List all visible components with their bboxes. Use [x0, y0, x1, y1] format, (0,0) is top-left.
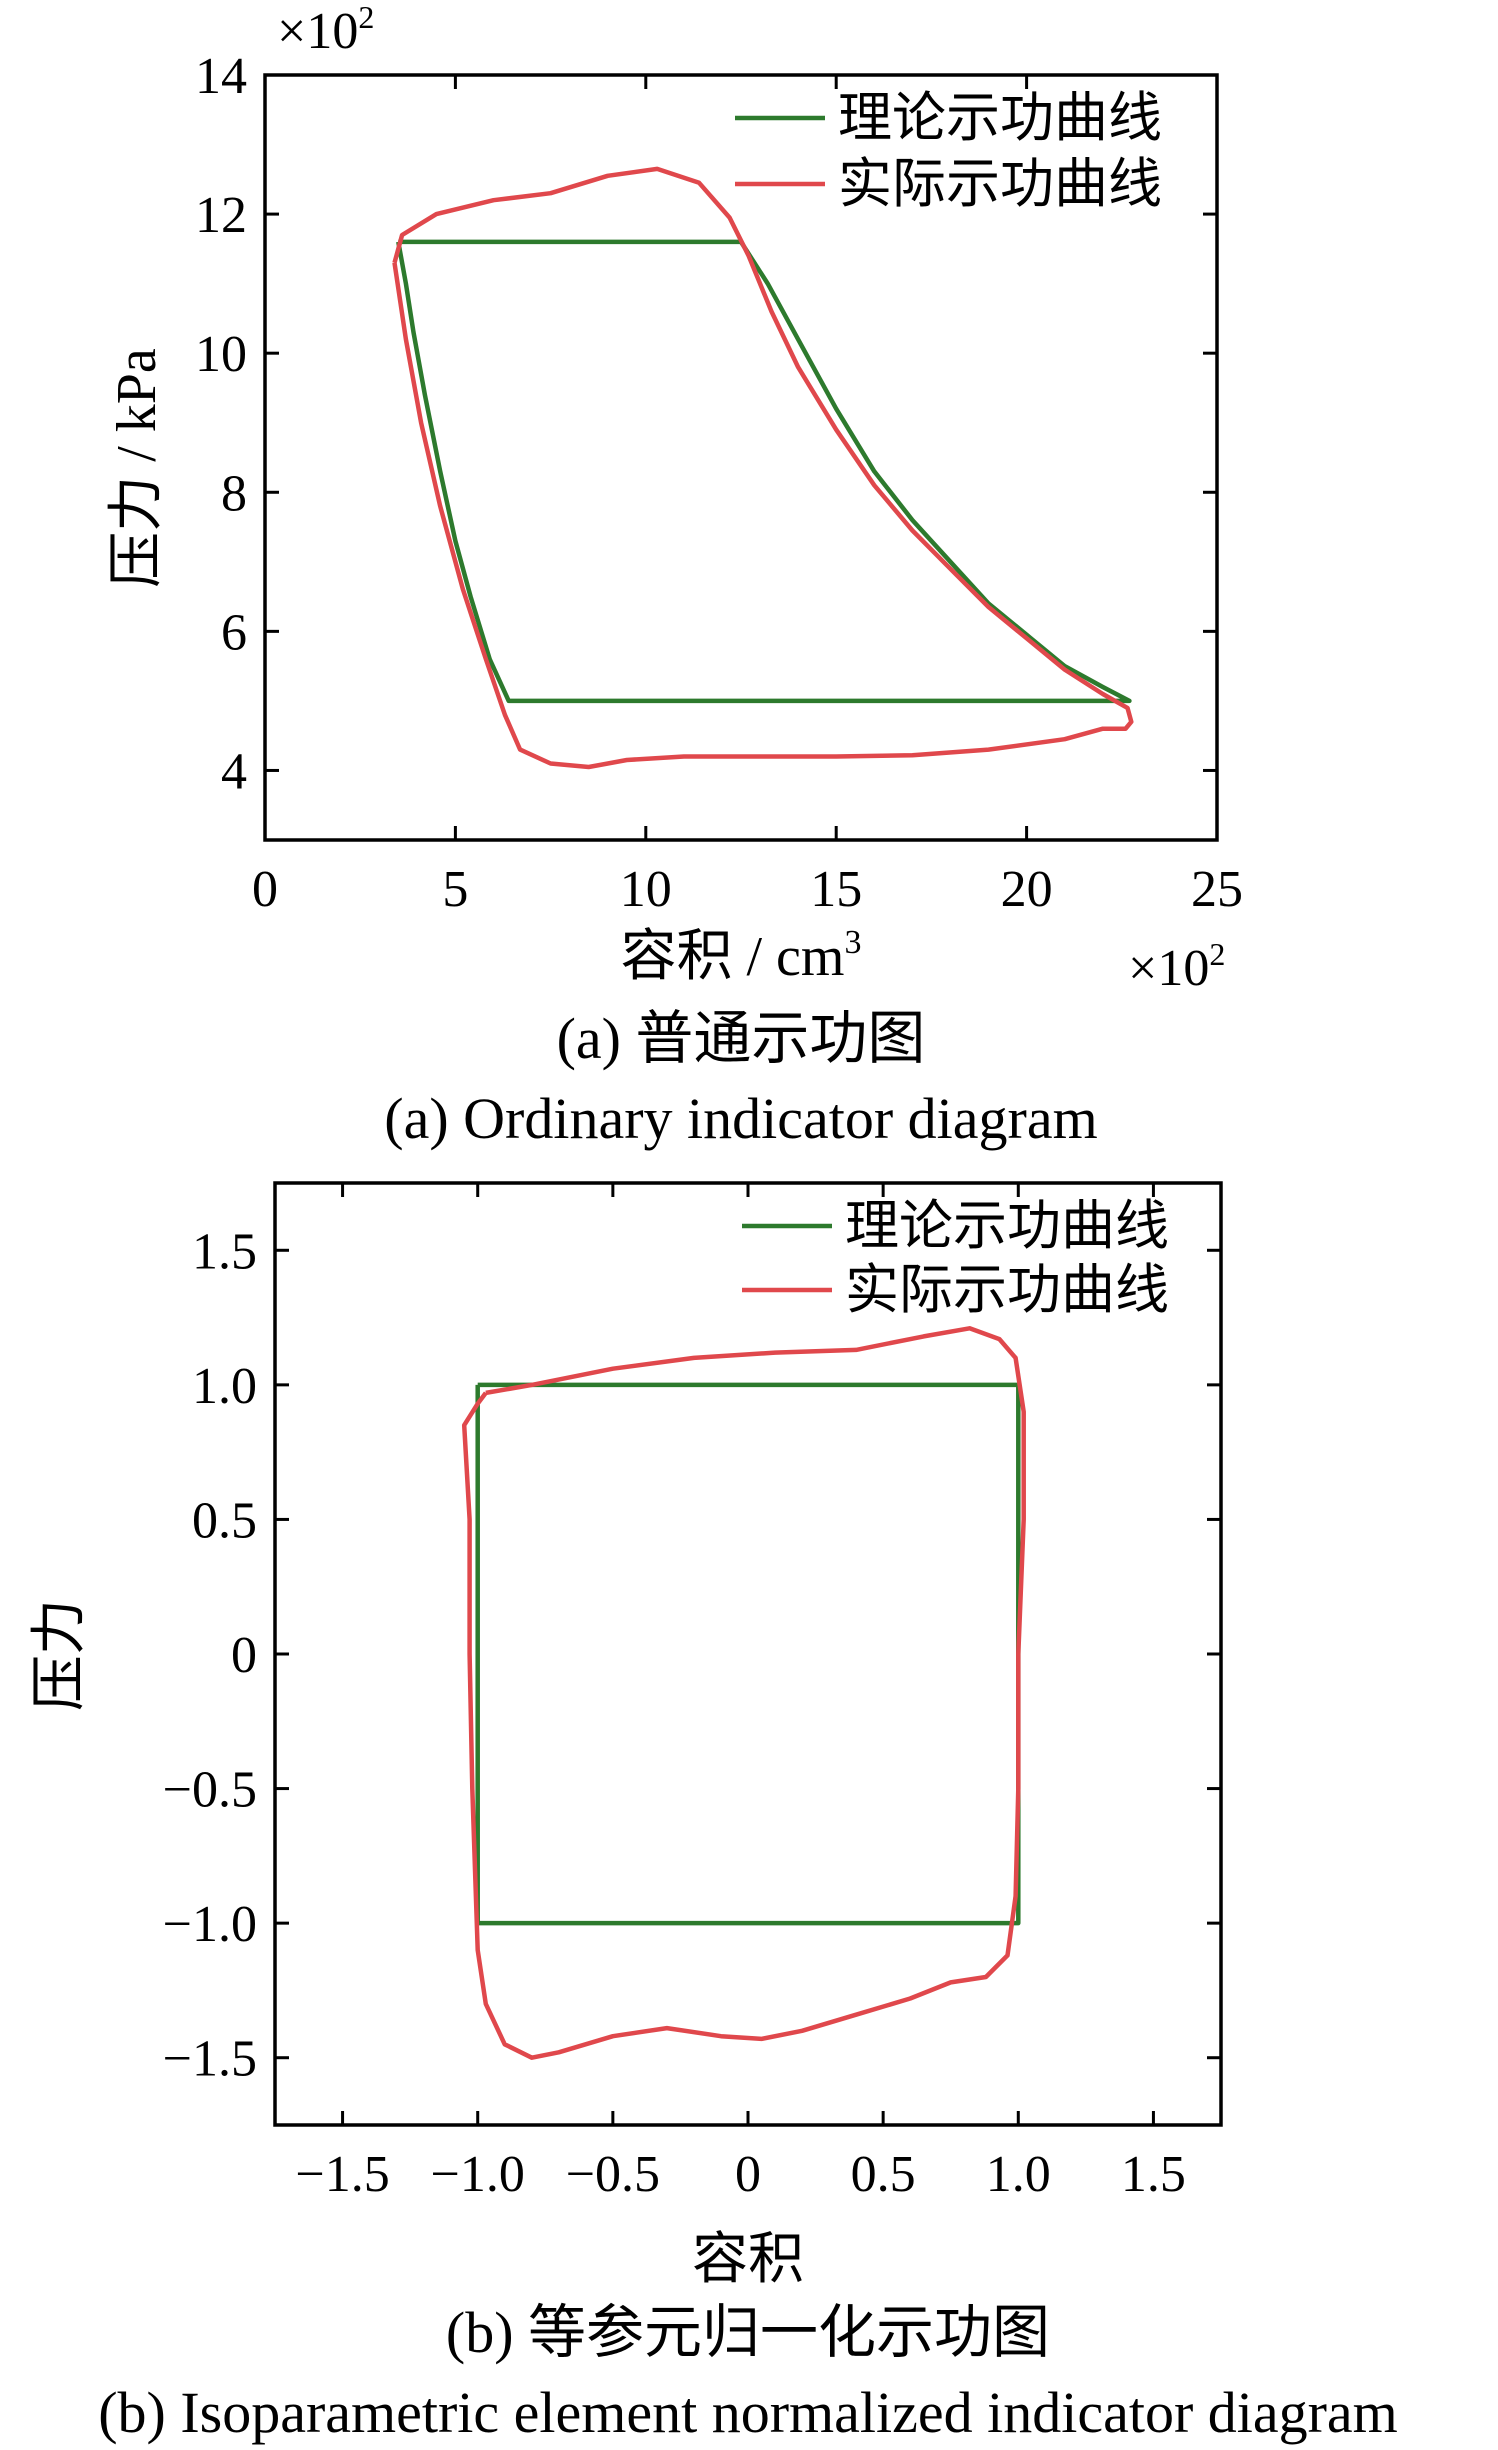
- chart-a-series: [392, 166, 1134, 770]
- chart-a-plot-frame: [263, 73, 1219, 842]
- chart-a-ticks: 0 5 10 15 20 25 4 6 8 10 12 14: [195, 48, 1243, 918]
- chart-b-plot-frame: [273, 1181, 1223, 2127]
- chart-b-series-theory-line: [475, 1382, 1021, 1926]
- chart-a-series-actual-line: [392, 166, 1134, 770]
- chart-b-ytick-label-4: −0.5: [163, 1762, 257, 1819]
- chart-a-caption-zh: (a) 普通示功图: [557, 1006, 926, 1071]
- chart-a-xtick-label-4: 20: [1001, 861, 1053, 918]
- chart-b-ytick-label-2: 0.5: [192, 1492, 257, 1549]
- chart-b-series: [461, 1326, 1026, 2060]
- chart-a-legend-label-theory: 理论示功曲线: [838, 88, 1162, 148]
- chart-b-legend-label-actual: 实际示功曲线: [845, 1260, 1169, 1320]
- chart-a-y-axis-label: 压力 / kPa: [106, 348, 168, 588]
- chart-b-ytick-label-3: 0: [231, 1627, 257, 1684]
- chart-b-ytick-label-6: −1.5: [163, 2031, 257, 2088]
- chart-b-xtick-label-0: −1.5: [295, 2146, 389, 2203]
- chart-b-ytick-label-5: −1.0: [163, 1896, 257, 1953]
- chart-b-xtick-label-2: −0.5: [566, 2146, 660, 2203]
- chart-a: 0 5 10 15 20 25 4 6 8 10 12 14 ×102 ×102 容积 / cm3 压…: [106, 0, 1243, 1151]
- chart-b-legend: 理论示功曲线 实际示功曲线: [742, 1196, 1169, 1320]
- chart-b-ytick-label-0: 1.5: [192, 1223, 257, 1280]
- chart-b-ytick-label-1: 1.0: [192, 1358, 257, 1415]
- chart-a-ytick-label-0: 4: [221, 743, 247, 800]
- chart-a-y-multiplier: ×102: [277, 0, 374, 60]
- chart-b-xtick-label-3: 0: [735, 2146, 761, 2203]
- chart-a-xtick-label-0: 0: [252, 861, 278, 918]
- chart-a-ytick-label-5: 14: [195, 48, 247, 105]
- chart-b: −1.5 −1.0 −0.5 0 0.5 1.0 1.5 1.5 1.0 0.5 0 −0.5 −1.0…: [29, 1181, 1398, 2445]
- chart-a-xtick-label-3: 15: [810, 861, 862, 918]
- chart-a-xtick-label-5: 25: [1191, 861, 1243, 918]
- chart-a-ytick-label-2: 8: [221, 465, 247, 522]
- chart-b-ticks: −1.5 −1.0 −0.5 0 0.5 1.0 1.5 1.5 1.0 0.5 0 −0.5 −1.0…: [163, 1183, 1221, 2203]
- chart-a-xtick-label-2: 10: [620, 861, 672, 918]
- chart-a-caption-en: (a) Ordinary indicator diagram: [384, 1086, 1097, 1151]
- chart-b-caption-zh: (b) 等参元归一化示功图: [446, 2300, 1050, 2365]
- chart-a-ytick-label-1: 6: [221, 604, 247, 661]
- chart-a-ytick-label-4: 12: [195, 187, 247, 244]
- chart-a-x-axis-label: 容积 / cm3: [621, 924, 862, 988]
- chart-a-legend: 理论示功曲线 实际示功曲线: [735, 88, 1162, 214]
- chart-a-ytick-label-3: 10: [195, 326, 247, 383]
- chart-b-series-actual-line: [461, 1326, 1026, 2060]
- chart-b-xtick-label-6: 1.5: [1121, 2146, 1186, 2203]
- chart-a-legend-label-actual: 实际示功曲线: [838, 154, 1162, 214]
- chart-b-legend-label-theory: 理论示功曲线: [845, 1196, 1169, 1256]
- chart-a-xtick-label-1: 5: [442, 861, 468, 918]
- chart-a-series-theory-line: [396, 239, 1132, 704]
- chart-b-xtick-label-5: 1.0: [986, 2146, 1051, 2203]
- chart-a-x-multiplier: ×102: [1128, 936, 1225, 997]
- chart-b-xtick-label-1: −1.0: [431, 2146, 525, 2203]
- chart-b-caption-en: (b) Isoparametric element normalized ind…: [98, 2380, 1398, 2445]
- chart-b-x-axis-label: 容积: [692, 2229, 804, 2291]
- chart-b-y-axis-label: 压力: [29, 1599, 91, 1711]
- chart-b-xtick-label-4: 0.5: [851, 2146, 916, 2203]
